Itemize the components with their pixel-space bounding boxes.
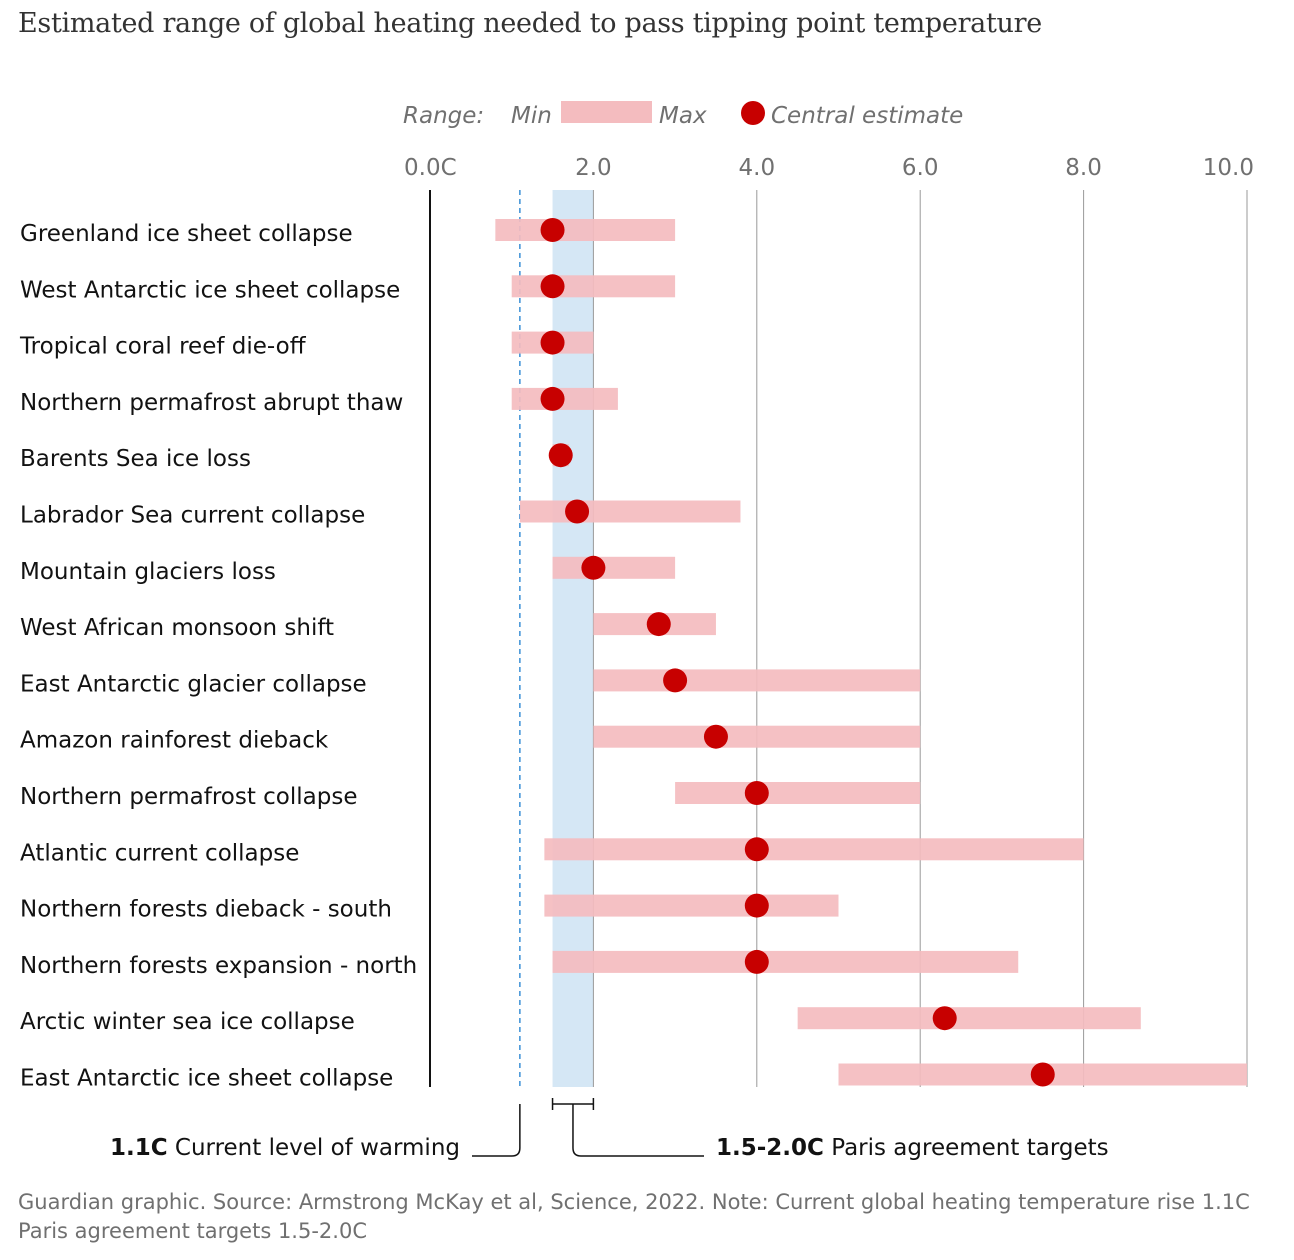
central-estimate-dot <box>548 443 573 468</box>
row-label: Barents Sea ice loss <box>20 446 251 472</box>
legend-range-label: Range: <box>403 103 484 129</box>
range-bar <box>593 725 921 748</box>
paris-annotation-text: Paris agreement targets <box>824 1135 1109 1161</box>
range-bar <box>511 275 676 298</box>
central-estimate-dot <box>744 949 769 974</box>
legend-central-dot <box>741 101 765 125</box>
chart-title: Estimated range of global heating needed… <box>18 8 1042 39</box>
legend-range-swatch <box>561 101 652 123</box>
row-label: Greenland ice sheet collapse <box>20 221 353 247</box>
row-label: Labrador Sea current collapse <box>20 503 365 529</box>
source-note: Guardian graphic. Source: Armstrong McKa… <box>18 1188 1250 1246</box>
x-tick-label: 4.0 <box>739 155 776 181</box>
row-label: Northern forests expansion - north <box>20 953 417 979</box>
central-estimate-dot <box>744 893 769 918</box>
central-estimate-dot <box>646 612 671 637</box>
range-bar <box>675 782 921 804</box>
row-label: East Antarctic ice sheet collapse <box>20 1066 393 1092</box>
source-line-1: Guardian graphic. Source: Armstrong McKa… <box>18 1190 1250 1214</box>
row-label: Northern permafrost collapse <box>20 784 357 810</box>
range-bar <box>552 556 676 579</box>
x-tick-label: 6.0 <box>902 155 939 181</box>
central-estimate-dot <box>744 781 769 805</box>
range-bars-layer <box>495 219 1247 1086</box>
range-bar <box>797 1007 1141 1030</box>
range-bar <box>544 838 1084 861</box>
source-line-2: Paris agreement targets 1.5-2.0C <box>18 1219 367 1243</box>
central-estimate-dot <box>1030 1062 1055 1087</box>
row-label: Mountain glaciers loss <box>20 559 276 585</box>
tipping-points-chart: Greenland ice sheet collapse West Antarct… <box>19 101 1254 1161</box>
current-warming-leader-line <box>472 1104 521 1157</box>
range-bar <box>495 219 676 241</box>
central-estimate-dot <box>565 499 590 524</box>
range-bar <box>552 950 1019 973</box>
central-estimate-dot <box>663 668 688 693</box>
central-estimate-dot <box>540 330 565 355</box>
legend-central-label: Central estimate <box>771 103 963 129</box>
central-estimate-dot <box>932 1006 957 1031</box>
central-estimate-dot <box>703 724 728 749</box>
central-estimate-dot <box>540 386 565 411</box>
row-label: Northern permafrost abrupt thaw <box>20 390 403 416</box>
row-label: Tropical coral reef die-off <box>19 334 307 360</box>
range-bar <box>544 894 839 917</box>
x-tick-label: 8.0 <box>1065 155 1102 181</box>
annotations-layer: 1.5-2.0C Paris agreement targets 1.1C Cur… <box>110 1098 1109 1161</box>
paris-annotation-value: 1.5-2.0C <box>716 1135 824 1161</box>
current-warming-value: 1.1C <box>110 1135 168 1161</box>
legend-max-label: Max <box>659 103 707 129</box>
range-bar <box>593 669 921 692</box>
tick-labels-layer: 0.0C 2.0 4.0 6.0 8.0 10.0 <box>404 155 1254 181</box>
current-warming-annotation: 1.1C Current level of warming <box>110 1135 460 1161</box>
range-bar <box>519 500 741 523</box>
legend: Range: Min Max Central estimate <box>403 101 963 129</box>
row-label: Atlantic current collapse <box>20 840 299 866</box>
x-tick-label: 10.0 <box>1203 155 1254 181</box>
row-label: East Antarctic glacier collapse <box>20 671 367 697</box>
central-estimate-dot <box>540 218 565 242</box>
range-bar <box>511 387 618 410</box>
row-label: West African monsoon shift <box>20 615 334 641</box>
central-dots-layer <box>540 218 1055 1087</box>
central-estimate-dot <box>540 274 565 299</box>
central-estimate-dot <box>581 555 606 580</box>
row-label: Northern forests dieback - south <box>20 897 392 923</box>
x-tick-label: 2.0 <box>575 155 612 181</box>
row-label: Amazon rainforest dieback <box>20 728 329 754</box>
legend-min-label: Min <box>511 103 552 129</box>
paris-leader-line <box>572 1104 704 1157</box>
paris-annotation: 1.5-2.0C Paris agreement targets <box>716 1135 1109 1161</box>
row-labels-layer: Greenland ice sheet collapse West Antarct… <box>19 221 417 1092</box>
row-label: Arctic winter sea ice collapse <box>20 1009 355 1035</box>
row-label: West Antarctic ice sheet collapse <box>20 277 400 303</box>
current-warming-text: Current level of warming <box>168 1135 460 1161</box>
central-estimate-dot <box>744 837 769 862</box>
x-tick-label: 0.0C <box>404 155 457 181</box>
